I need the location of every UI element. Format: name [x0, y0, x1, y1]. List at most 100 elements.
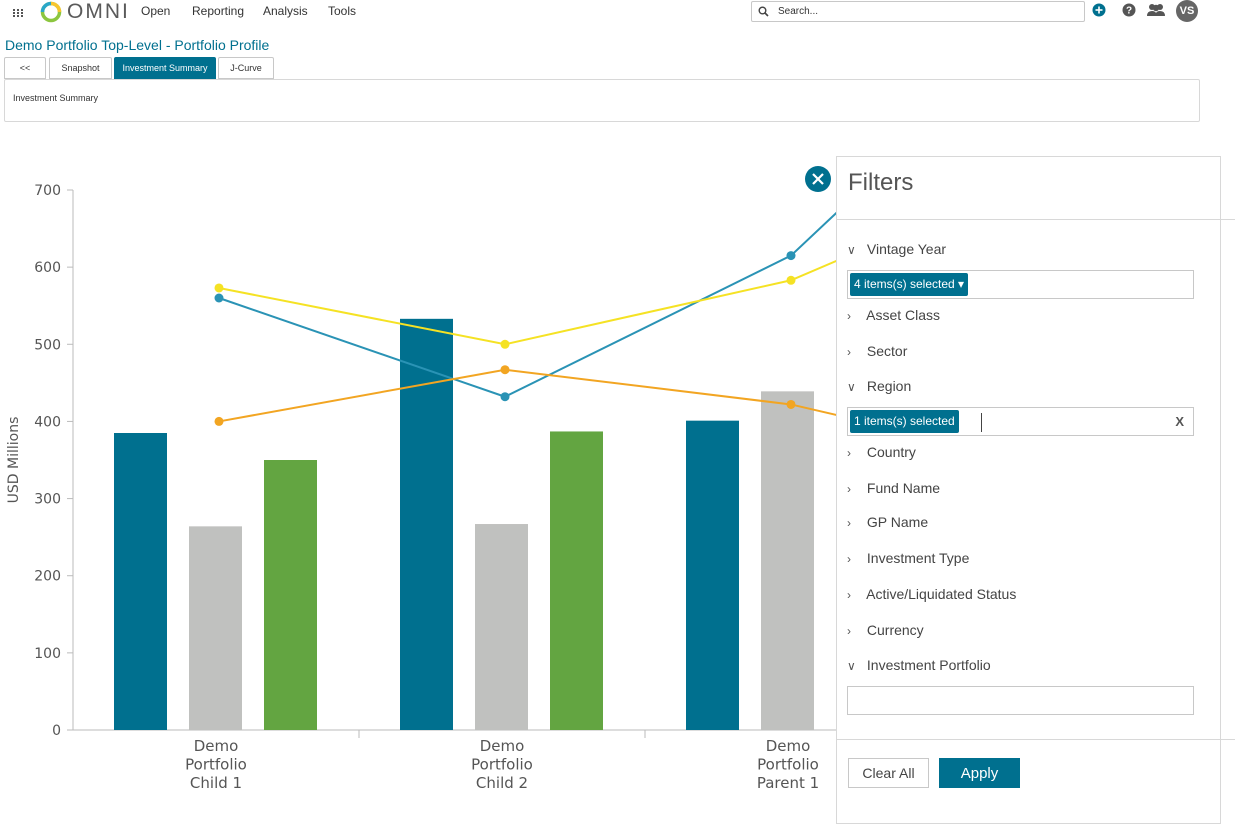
series-line	[218, 368, 836, 423]
series-point	[786, 251, 796, 261]
chevron-down-icon: ∨	[847, 380, 856, 394]
filter-country[interactable]: › Country	[847, 444, 916, 460]
series-line	[218, 259, 836, 346]
apply-button[interactable]: Apply	[939, 758, 1020, 788]
y-tick-label: 600	[34, 260, 61, 276]
summary-panel: Investment Summary	[4, 79, 1200, 122]
clear-region-button[interactable]: X	[1175, 414, 1184, 429]
svg-text:?: ?	[1126, 6, 1132, 17]
filter-label: Currency	[866, 622, 924, 638]
bar	[475, 524, 528, 730]
omni-logo-icon	[40, 1, 62, 23]
x-category-label: Demo	[766, 737, 811, 755]
nav-open[interactable]: Open	[141, 4, 171, 18]
filter-label: GP Name	[866, 514, 929, 530]
divider	[837, 739, 1235, 740]
tab-j-curve[interactable]: J-Curve	[218, 57, 274, 79]
tab-investment-summary[interactable]: Investment Summary	[114, 57, 216, 79]
filter-vintage-year[interactable]: ∨ Vintage Year	[847, 241, 946, 257]
nav-tools[interactable]: Tools	[328, 4, 357, 18]
series-point	[500, 365, 510, 375]
series-point	[786, 399, 796, 409]
filter-asset-class[interactable]: › Asset Class	[847, 307, 940, 323]
summary-label: Investment Summary	[13, 93, 99, 103]
filter-investment-portfolio[interactable]: ∨ Investment Portfolio	[847, 657, 991, 673]
apps-grid-icon[interactable]	[12, 7, 24, 19]
x-category-label: Demo	[194, 737, 239, 755]
x-category-label: Child 2	[476, 774, 528, 792]
filters-panel: Filters ∨ Vintage Year 4 items(s) select…	[836, 156, 1235, 824]
user-avatar[interactable]: VS	[1176, 0, 1198, 22]
help-icon[interactable]: ?	[1122, 3, 1136, 17]
bar	[761, 391, 814, 730]
x-category-label: Portfolio	[185, 756, 247, 774]
chevron-down-icon: ∨	[847, 659, 856, 673]
add-icon[interactable]	[1092, 3, 1106, 17]
filter-label: Asset Class	[866, 307, 941, 323]
chevron-right-icon: ›	[847, 345, 851, 359]
series-point	[500, 339, 510, 349]
chevron-right-icon: ›	[847, 552, 851, 566]
filter-region[interactable]: ∨ Region	[847, 378, 911, 394]
bar	[686, 420, 739, 730]
nav-analysis[interactable]: Analysis	[263, 4, 308, 18]
bar	[264, 460, 317, 730]
chevron-right-icon: ›	[847, 309, 851, 323]
filter-gp-name[interactable]: › GP Name	[847, 514, 928, 530]
chevron-down-icon: ∨	[847, 243, 856, 257]
y-tick-label: 200	[34, 569, 61, 585]
vintage-year-select[interactable]: 4 items(s) selected ▾	[847, 270, 1194, 299]
nav-reporting[interactable]: Reporting	[192, 4, 245, 18]
y-tick-label: 300	[34, 492, 61, 508]
search-icon	[758, 6, 769, 17]
selection-chip[interactable]: 4 items(s) selected ▾	[850, 273, 969, 296]
filter-label: Vintage Year	[866, 241, 947, 257]
page-title: Demo Portfolio Top-Level - Portfolio Pro…	[5, 37, 270, 53]
bar	[550, 431, 603, 730]
tab-snapshot[interactable]: Snapshot	[49, 57, 112, 79]
y-tick-label: 500	[34, 337, 61, 353]
filter-active-liquidated-status[interactable]: › Active/Liquidated Status	[847, 586, 1016, 602]
filter-label: Fund Name	[866, 480, 941, 496]
search-input[interactable]	[778, 3, 1078, 20]
series-point	[786, 275, 796, 285]
bar	[114, 433, 167, 730]
filter-label: Investment Type	[866, 550, 970, 566]
text-caret	[981, 413, 982, 432]
series-point	[214, 293, 224, 303]
filters-title: Filters	[848, 169, 914, 196]
chevron-right-icon: ›	[847, 516, 851, 530]
filter-label: Country	[866, 444, 916, 460]
search-box	[751, 1, 1085, 22]
y-tick-label: 0	[52, 723, 61, 739]
x-category-label: Portfolio	[471, 756, 533, 774]
clear-all-button[interactable]: Clear All	[848, 758, 929, 788]
y-tick-label: 100	[34, 646, 61, 662]
selection-chip[interactable]: 1 items(s) selected	[850, 410, 959, 433]
top-bar: OMNI Open Reporting Analysis Tools ? VS	[0, 0, 1235, 26]
x-category-label: Parent 1	[757, 774, 819, 792]
logo-text: OMNI	[67, 0, 130, 23]
y-axis-label: USD Millions	[6, 417, 22, 504]
filter-currency[interactable]: › Currency	[847, 622, 924, 638]
chevron-right-icon: ›	[847, 446, 851, 460]
series-line	[218, 211, 836, 398]
divider	[837, 219, 1235, 220]
bar	[189, 526, 242, 730]
filter-label: Sector	[866, 343, 908, 359]
chevron-right-icon: ›	[847, 588, 851, 602]
x-category-label: Child 1	[190, 774, 242, 792]
filter-sector[interactable]: › Sector	[847, 343, 907, 359]
region-select[interactable]: 1 items(s) selected X	[847, 407, 1194, 436]
chevron-right-icon: ›	[847, 482, 851, 496]
series-point	[500, 392, 510, 402]
y-tick-label: 700	[34, 183, 61, 199]
investment-portfolio-select[interactable]	[847, 686, 1194, 715]
y-tick-label: 400	[34, 414, 61, 430]
tab-back[interactable]: <<	[4, 57, 46, 79]
close-filters-button[interactable]	[805, 166, 831, 192]
users-icon[interactable]	[1146, 2, 1166, 18]
filter-investment-type[interactable]: › Investment Type	[847, 550, 969, 566]
close-icon	[812, 173, 824, 185]
filter-fund-name[interactable]: › Fund Name	[847, 480, 940, 496]
